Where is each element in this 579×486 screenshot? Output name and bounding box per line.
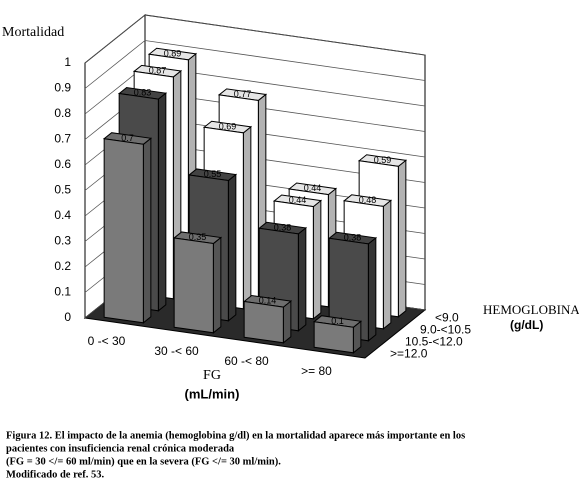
value-label: 0.77 <box>234 89 252 99</box>
legend-label: >=12.0 <box>390 347 428 361</box>
bar-side <box>157 92 167 312</box>
caption-line: Figura 12. El impacto de la anemia (hemo… <box>6 430 465 441</box>
caption-line: Modificado de ref. 53. <box>6 469 104 480</box>
value-label: 0.55 <box>204 169 222 179</box>
x-tick-label: 60 -< 80 <box>224 354 269 368</box>
y-tick-label: 0.6 <box>54 157 71 171</box>
y-tick-label: 1 <box>64 55 71 69</box>
value-label: 0.59 <box>374 155 392 165</box>
bar-side <box>282 300 292 344</box>
legend-label: <9.0 <box>435 311 459 325</box>
value-label: 0.48 <box>359 195 377 205</box>
bar <box>103 138 144 324</box>
bar-side <box>297 226 307 332</box>
value-label: 0.87 <box>149 66 167 76</box>
value-label: 0.44 <box>289 195 307 205</box>
x-tick-label: 30 -< 60 <box>154 344 199 358</box>
bar-side <box>212 236 222 334</box>
y-tick-label: 0.8 <box>54 106 71 120</box>
z-axis-label: HEMOGLOBINA <box>483 302 579 317</box>
bar <box>313 321 354 354</box>
legend-label: 10.5-<12.0 <box>405 335 463 349</box>
bar <box>243 300 284 344</box>
value-label: 0.89 <box>164 48 182 58</box>
bar-side <box>227 173 237 322</box>
grid-line <box>84 40 426 89</box>
value-label: 0.69 <box>219 121 237 131</box>
y-tick-label: 0.7 <box>54 132 71 146</box>
bar-side <box>382 199 392 330</box>
x-tick-label: 0 -< 30 <box>88 334 126 348</box>
y-tick-label: 0.2 <box>54 259 71 273</box>
value-label: 0.35 <box>189 232 207 242</box>
y-tick-label: 0 <box>64 310 71 324</box>
value-label: 0.14 <box>259 296 277 306</box>
y-axis-label: Mortalidad <box>2 25 64 40</box>
x-axis-unit: (mL/min) <box>185 386 240 401</box>
x-tick-label: >= 80 <box>301 364 332 378</box>
z-axis-unit: (g/dL) <box>510 318 543 332</box>
y-tick-label: 0.4 <box>54 208 71 222</box>
y-tick-label: 0.1 <box>54 285 71 299</box>
bar-side <box>367 236 377 342</box>
bar-side <box>397 159 407 318</box>
y-tick-label: 0.5 <box>54 183 71 197</box>
bar <box>173 237 214 334</box>
bar-side <box>312 199 322 320</box>
value-label: 0.1 <box>331 316 344 326</box>
grid-line <box>84 14 426 64</box>
value-label: 0.38 <box>344 232 362 242</box>
value-label: 0.83 <box>134 88 152 98</box>
x-axis-label: FG <box>203 368 221 383</box>
caption-line: (FG = 30 </= 60 ml/min) que en la severa… <box>6 456 281 467</box>
value-label: 0.44 <box>304 183 322 193</box>
y-tick-label: 0.3 <box>54 234 71 248</box>
bar-side <box>242 125 252 310</box>
y-tick-label: 0.9 <box>54 81 71 95</box>
value-label: 0.7 <box>121 133 134 143</box>
bar-side <box>142 137 152 324</box>
value-label: 0.38 <box>274 222 292 232</box>
caption-line: pacientes con insuficiencia renal crónic… <box>6 443 235 454</box>
legend-label: 9.0-<10.5 <box>420 323 471 337</box>
